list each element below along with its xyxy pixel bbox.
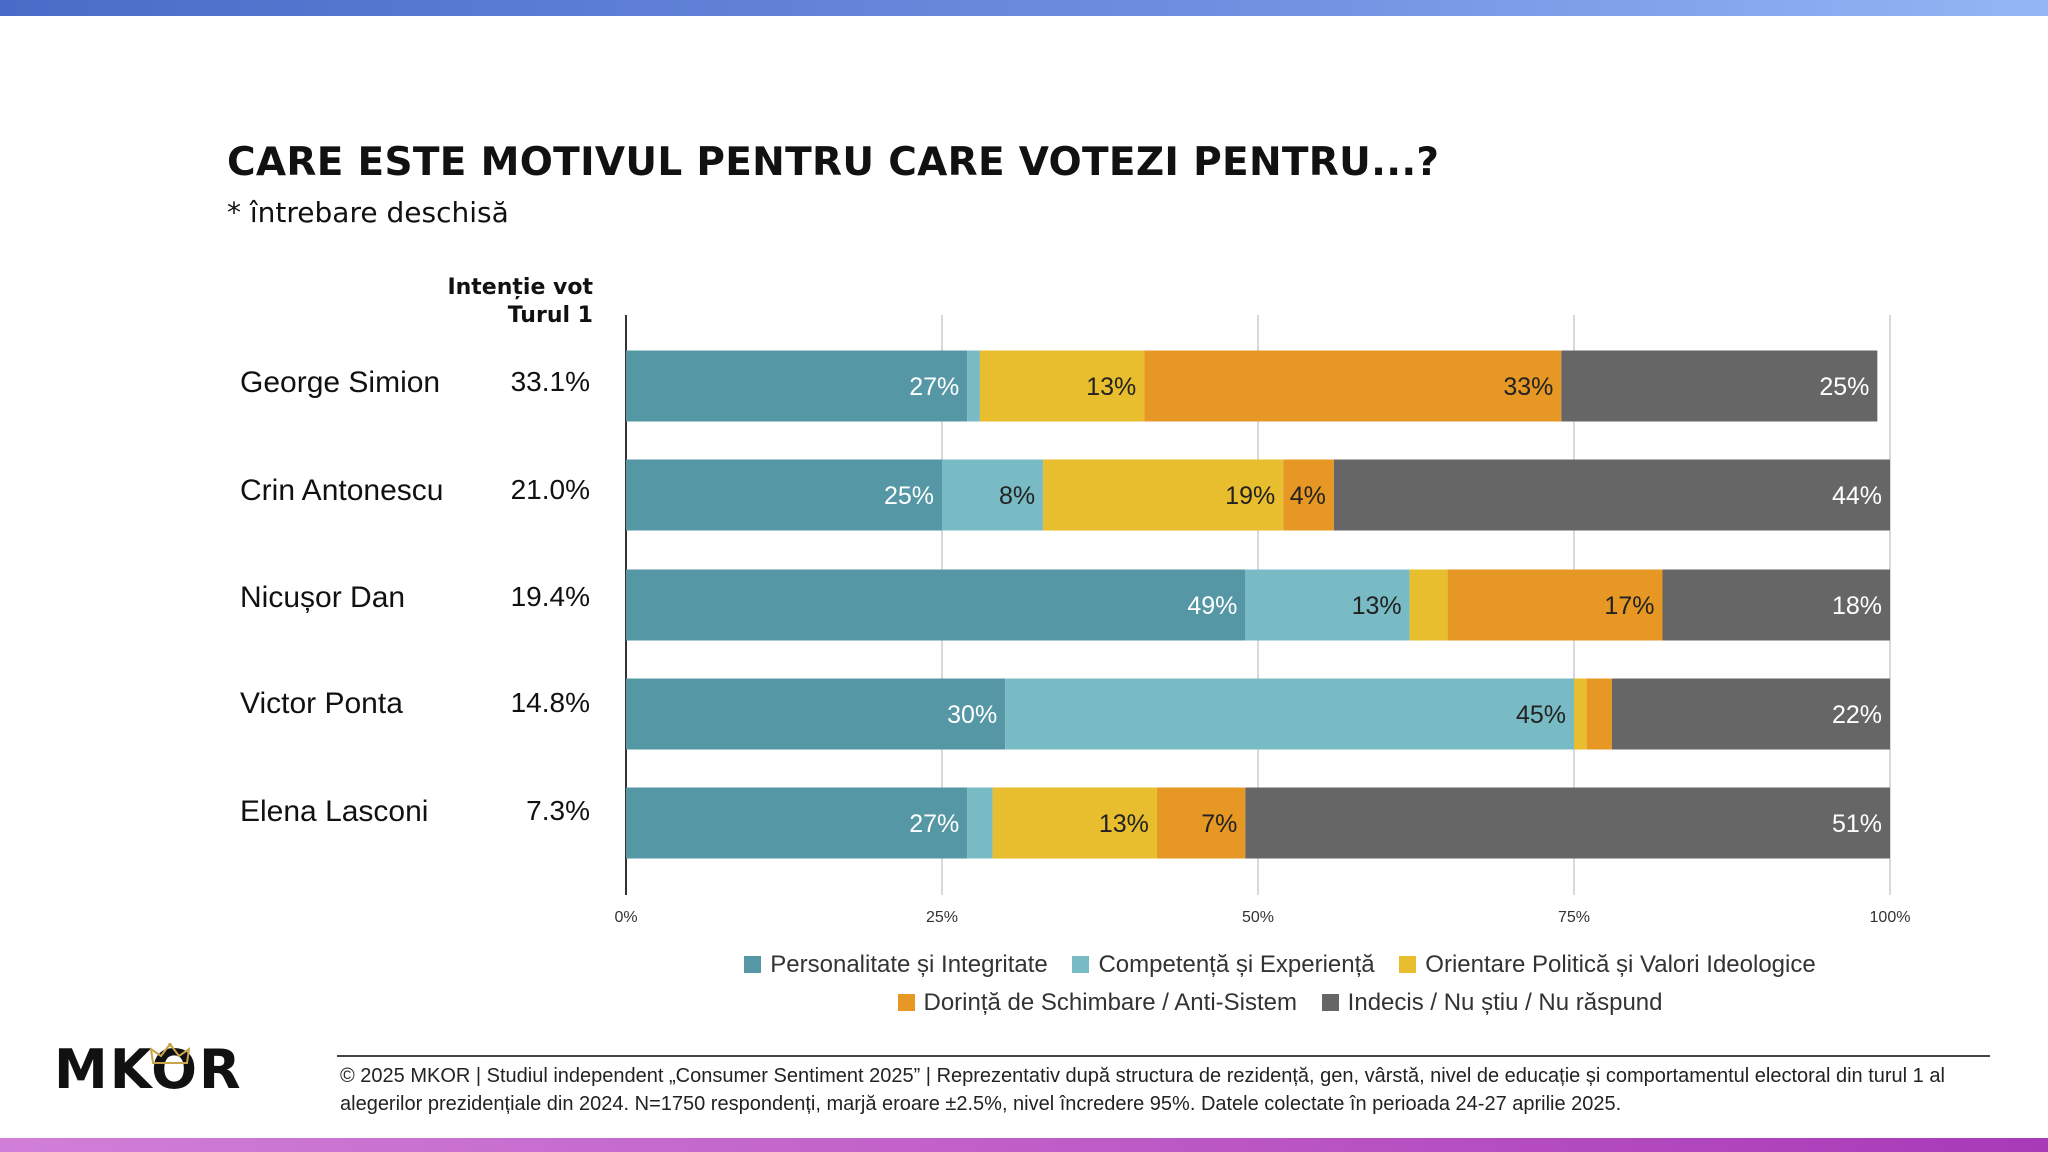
bar-value-label: 45% <box>1516 701 1566 729</box>
bar-segment <box>1586 678 1612 750</box>
bar-segment <box>1574 678 1587 750</box>
bar-value-label: 49% <box>1187 592 1237 620</box>
legend-swatch <box>897 994 915 1011</box>
x-tick-label: 75% <box>1558 909 1590 926</box>
legend-swatch <box>744 956 762 973</box>
bar-segment <box>1333 459 1890 531</box>
bar-segment <box>1409 569 1448 641</box>
x-tick-label: 0% <box>614 909 637 926</box>
candidate-name: Nicușor Dan <box>240 581 406 614</box>
bar-segment <box>1447 569 1663 641</box>
bar-value-label: 25% <box>884 482 934 510</box>
bar-value-label: 13% <box>1352 592 1402 620</box>
bar-segment <box>967 787 993 859</box>
mkor-logo: MKOR <box>54 1038 243 1101</box>
bar-segment <box>979 350 1145 422</box>
legend-item-schimbare: Dorință de Schimbare / Anti-Sistem <box>897 984 1298 1022</box>
bar-value-label: 27% <box>909 373 959 401</box>
footer-divider <box>337 1055 1990 1057</box>
footer-note: © 2025 MKOR | Studiul independent „Consu… <box>340 1065 1945 1115</box>
bar-segment <box>1156 787 1246 859</box>
chart-subtitle: * întrebare deschisă <box>227 196 509 229</box>
bar-value-label: 18% <box>1832 592 1882 620</box>
vote-intention-header: Intenție vot Turul 1 <box>420 274 593 330</box>
top-gradient-bar <box>0 0 2048 16</box>
candidate-name: Victor Ponta <box>240 687 403 720</box>
legend-item-personalitate: Personalitate și Integritate <box>744 946 1048 984</box>
bar-value-label: 25% <box>1819 373 1869 401</box>
legend-swatch <box>1321 994 1339 1011</box>
legend-swatch <box>1072 956 1090 973</box>
bar-segment <box>1005 678 1574 750</box>
bar-value-label: 7% <box>1201 810 1237 838</box>
bar-segment <box>1611 678 1890 750</box>
candidate-name: Elena Lasconi <box>240 795 429 828</box>
bar-segment <box>1144 350 1562 422</box>
vote-intention-value: 7.3% <box>526 795 590 826</box>
bar-segment <box>1245 569 1410 641</box>
bar-value-label: 8% <box>999 482 1035 510</box>
bar-segment <box>942 459 1044 531</box>
legend-swatch <box>1399 956 1417 973</box>
vote-intention-value: 14.8% <box>510 687 590 718</box>
bar-segment <box>626 787 968 859</box>
crown-icon <box>150 1043 190 1064</box>
vote-intention-header-line1: Intenție vot <box>447 275 593 300</box>
bar-value-label: 44% <box>1832 482 1882 510</box>
legend-label: Dorință de Schimbare / Anti-Sistem <box>923 989 1298 1016</box>
legend-item-orientare: Orientare Politică și Valori Ideologice <box>1399 946 1816 984</box>
bar-segment <box>1561 350 1878 422</box>
bar-value-label: 19% <box>1225 482 1275 510</box>
bar-segment <box>1245 787 1890 859</box>
vote-intention-value: 19.4% <box>510 581 590 612</box>
legend-item-indecis: Indecis / Nu știu / Nu răspund <box>1321 984 1663 1022</box>
x-tick-label: 100% <box>1870 909 1911 926</box>
chart-title: CARE ESTE MOTIVUL PENTRU CARE VOTEZI PEN… <box>227 140 1440 185</box>
bar-value-label: 4% <box>1290 482 1326 510</box>
bar-value-label: 51% <box>1832 810 1882 838</box>
candidate-name: George Simion <box>240 366 441 399</box>
bar-value-label: 33% <box>1503 373 1553 401</box>
legend-label: Competență și Experiență <box>1098 951 1375 978</box>
legend-label: Indecis / Nu știu / Nu răspund <box>1347 989 1663 1016</box>
bar-segment <box>626 678 1006 750</box>
legend-item-competenta: Competență și Experiență <box>1072 946 1375 984</box>
legend-label: Orientare Politică și Valori Ideologice <box>1425 951 1816 978</box>
bar-segment <box>992 787 1157 859</box>
bar-segment <box>1283 459 1334 531</box>
bar-segment <box>1043 459 1284 531</box>
bottom-gradient-bar <box>0 1138 2048 1152</box>
bar-segment <box>626 459 942 531</box>
x-tick-label: 50% <box>1242 909 1274 926</box>
bar-value-label: 13% <box>1086 373 1136 401</box>
vote-intention-value: 21.0% <box>510 474 590 505</box>
bar-value-label: 27% <box>909 810 959 838</box>
bar-value-label: 30% <box>947 701 997 729</box>
bar-segment <box>626 350 968 422</box>
vote-intention-value: 33.1% <box>510 366 590 397</box>
bar-segment <box>1662 569 1890 641</box>
candidate-name: Crin Antonescu <box>240 474 444 507</box>
bar-segment <box>626 569 1246 641</box>
x-tick-label: 25% <box>926 909 958 926</box>
bar-segment <box>967 350 980 422</box>
bar-value-label: 13% <box>1099 810 1149 838</box>
legend-label: Personalitate și Integritate <box>770 951 1048 978</box>
bar-value-label: 17% <box>1604 592 1654 620</box>
chart-legend: Personalitate și Integritate Competență … <box>560 946 2000 1022</box>
bar-value-label: 22% <box>1832 701 1882 729</box>
vote-intention-header-line2: Turul 1 <box>507 303 593 328</box>
